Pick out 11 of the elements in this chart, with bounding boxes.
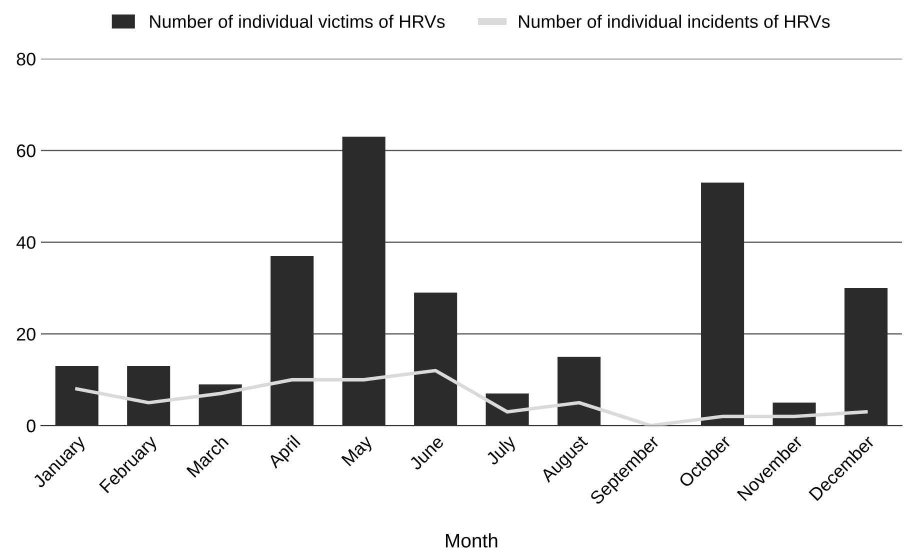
y-tick-label: 80 <box>16 52 36 66</box>
line-series <box>75 368 868 426</box>
y-tick-label: 40 <box>16 236 36 249</box>
y-tick-label: 0 <box>26 420 36 432</box>
legend-label: Number of individual victims of HRVs <box>150 14 445 28</box>
y-tick-label: 20 <box>16 328 36 341</box>
legend-label: Number of individual incidents of HRVs <box>519 14 830 28</box>
x-axis-title: Month <box>446 533 498 548</box>
x-tick-label: May <box>341 434 376 469</box>
x-tick-label: July <box>484 434 520 468</box>
y-tick-label: 60 <box>16 144 36 158</box>
